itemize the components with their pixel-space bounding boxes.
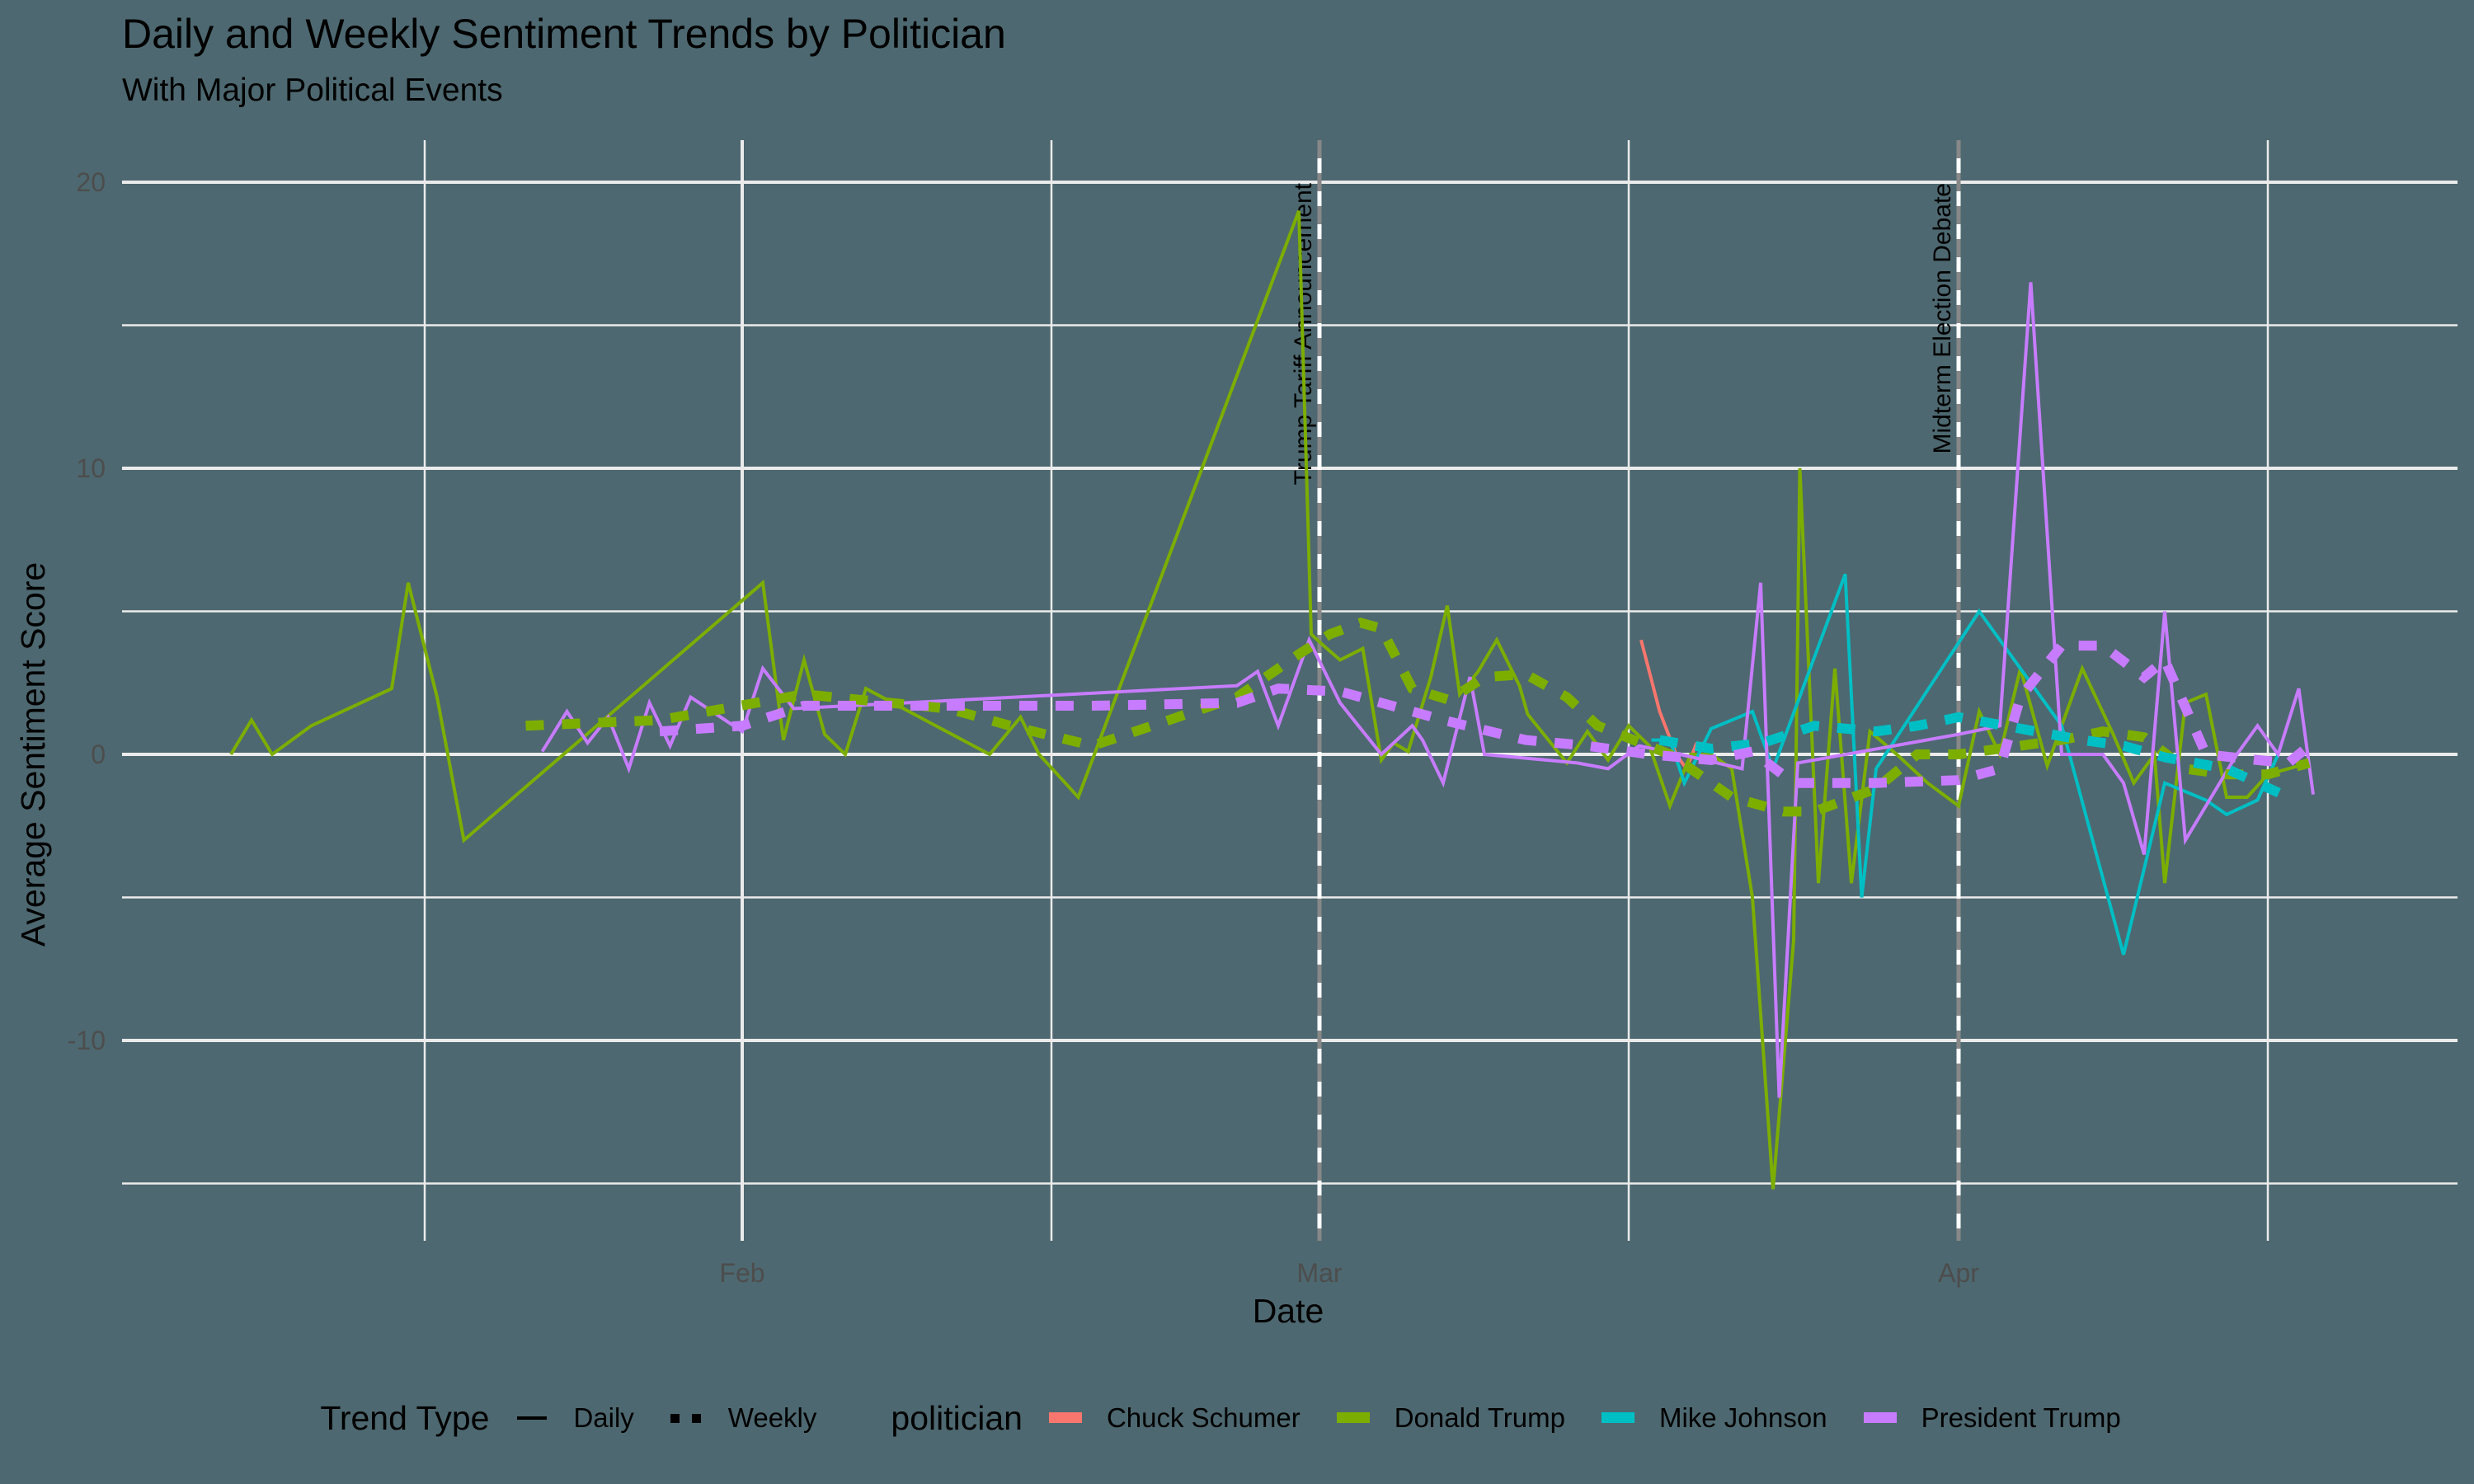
x-axis-ticks: Feb Mar Apr <box>719 1258 1979 1288</box>
swatch-mike-johnson-icon <box>1598 1410 1638 1426</box>
x-tick-label: Mar <box>1296 1258 1342 1288</box>
solid-line-icon <box>512 1410 552 1426</box>
x-axis-title: Date <box>1253 1292 1324 1330</box>
swatch-chuck-schumer-icon <box>1046 1410 1085 1426</box>
series-lines <box>229 209 2315 1190</box>
x-tick-label: Feb <box>719 1258 764 1288</box>
daily-line-donald-trump <box>229 209 2310 1190</box>
legend-president-trump: President Trump <box>1921 1402 2121 1433</box>
y-axis-ticks: -10 0 10 20 <box>68 167 106 1055</box>
weekly-line-mike-johnson <box>1658 711 2291 802</box>
legend-trend-type: Trend Type Daily Weekly <box>320 1399 849 1438</box>
legend-politician-title: politician <box>891 1398 1023 1437</box>
legend-donald-trump: Donald Trump <box>1394 1402 1565 1433</box>
legend-mike-johnson: Mike Johnson <box>1658 1402 1827 1433</box>
event-label: Midterm Election Debate <box>1929 183 1956 453</box>
y-axis-title: Average Sentiment Score <box>14 562 52 946</box>
chart-title: Daily and Weekly Sentiment Trends by Pol… <box>122 11 1006 57</box>
dashed-line-icon <box>667 1410 707 1426</box>
y-tick-label: 0 <box>91 740 106 769</box>
event-markers: Trump Tariff Announcement Midterm Electio… <box>1290 140 1961 1241</box>
legend-trend-type-title: Trend Type <box>320 1398 490 1437</box>
swatch-president-trump-icon <box>1860 1410 1900 1426</box>
legend-politician: politician Chuck Schumer Donald Trump Mi… <box>891 1399 2153 1438</box>
weekly-line-president-trump <box>659 641 2312 788</box>
y-tick-label: -10 <box>68 1026 106 1055</box>
weekly-line-donald-trump <box>525 618 2311 817</box>
legend-daily-label: Daily <box>573 1402 634 1433</box>
x-tick-label: Apr <box>1938 1258 1979 1288</box>
chart-subtitle: With Major Political Events <box>122 73 503 108</box>
swatch-donald-trump-icon <box>1333 1410 1373 1426</box>
legend-weekly-label: Weekly <box>727 1402 817 1433</box>
legend-chuck-schumer: Chuck Schumer <box>1106 1402 1300 1433</box>
y-tick-label: 10 <box>76 453 106 483</box>
legend: Trend Type Daily Weekly politician Chuck… <box>0 1393 2474 1443</box>
y-tick-label: 20 <box>76 167 106 197</box>
